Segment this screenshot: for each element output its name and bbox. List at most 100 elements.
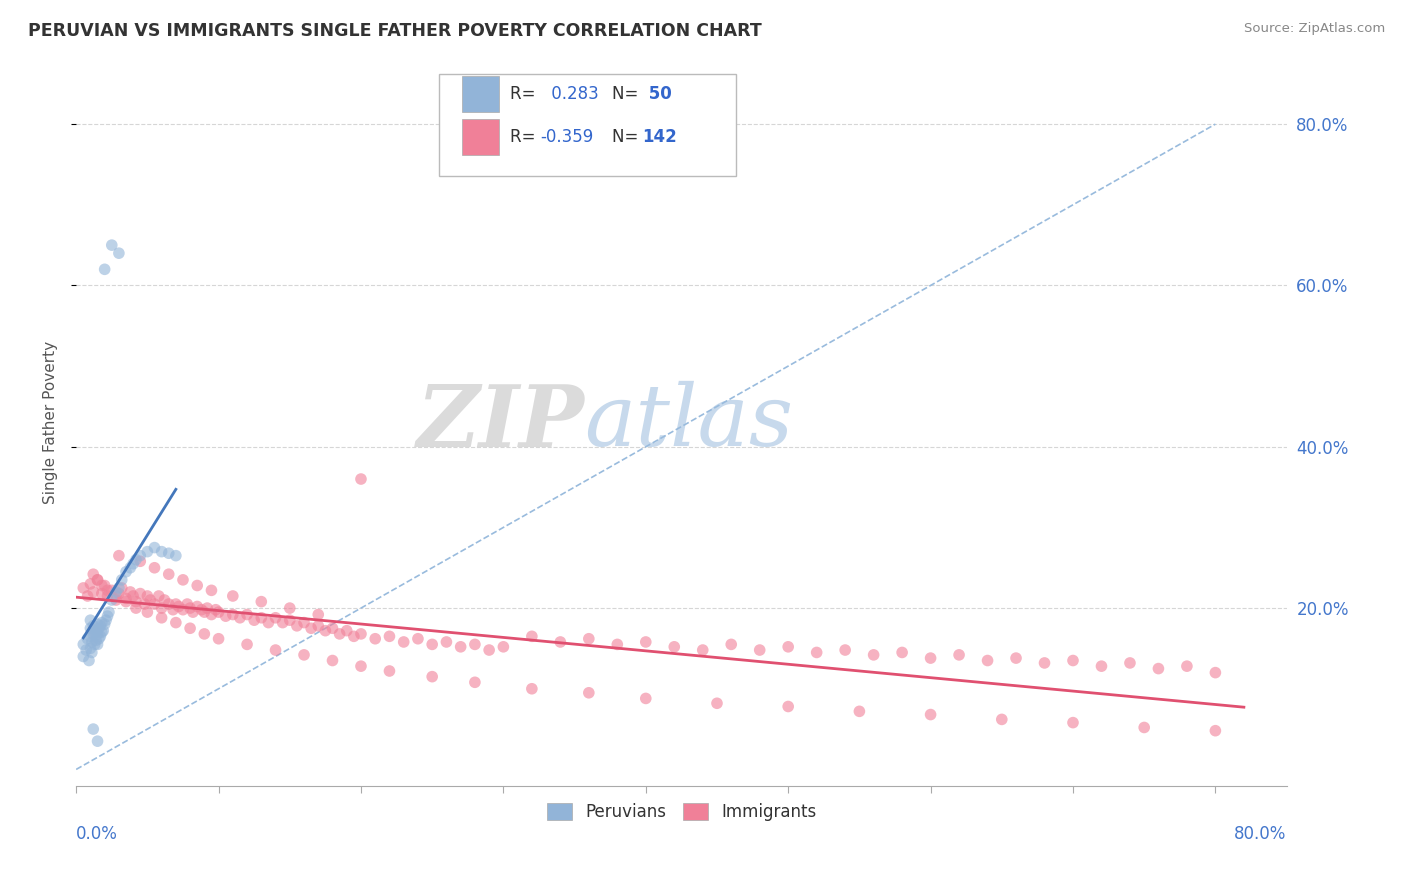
Point bbox=[96, 589, 118, 603]
Point bbox=[143, 561, 166, 575]
Point bbox=[80, 635, 103, 649]
Point bbox=[150, 544, 173, 558]
Point bbox=[848, 704, 870, 718]
Point bbox=[143, 597, 166, 611]
Point bbox=[122, 557, 145, 571]
Point bbox=[122, 589, 145, 603]
Point bbox=[278, 613, 301, 627]
Point bbox=[1119, 656, 1142, 670]
Point bbox=[1147, 662, 1170, 676]
Point bbox=[162, 603, 184, 617]
Point bbox=[115, 594, 138, 608]
Point bbox=[314, 624, 336, 638]
Point bbox=[1005, 651, 1028, 665]
Point bbox=[392, 635, 415, 649]
Text: PERUVIAN VS IMMIGRANTS SINGLE FATHER POVERTY CORRELATION CHART: PERUVIAN VS IMMIGRANTS SINGLE FATHER POV… bbox=[28, 22, 762, 40]
Point bbox=[186, 578, 208, 592]
Point bbox=[179, 601, 201, 615]
Point bbox=[991, 713, 1014, 727]
Point bbox=[115, 565, 138, 579]
Point bbox=[720, 637, 742, 651]
Point bbox=[207, 632, 229, 646]
Point bbox=[222, 589, 245, 603]
Text: N=: N= bbox=[613, 128, 644, 146]
Point bbox=[87, 621, 110, 635]
Point bbox=[464, 675, 486, 690]
Point bbox=[105, 593, 128, 607]
Point bbox=[193, 605, 215, 619]
Point bbox=[86, 627, 108, 641]
Point bbox=[129, 586, 152, 600]
Legend: Peruvians, Immigrants: Peruvians, Immigrants bbox=[540, 797, 823, 828]
Point bbox=[193, 627, 215, 641]
Point bbox=[378, 664, 401, 678]
Point bbox=[778, 699, 800, 714]
Point bbox=[105, 589, 128, 603]
Point bbox=[83, 637, 105, 651]
Point bbox=[706, 696, 728, 710]
Point bbox=[79, 629, 101, 643]
Text: -0.359: -0.359 bbox=[540, 128, 593, 146]
Point bbox=[520, 681, 543, 696]
Point bbox=[806, 645, 828, 659]
Point bbox=[1175, 659, 1198, 673]
Point bbox=[83, 625, 105, 640]
Point bbox=[82, 722, 104, 736]
Point bbox=[136, 589, 159, 603]
Text: 0.283: 0.283 bbox=[546, 85, 599, 103]
Point bbox=[96, 583, 118, 598]
Point bbox=[157, 546, 180, 560]
Point bbox=[862, 648, 884, 662]
Point bbox=[80, 645, 103, 659]
Point bbox=[350, 472, 373, 486]
Point bbox=[257, 615, 280, 630]
Point bbox=[343, 629, 366, 643]
Point bbox=[176, 597, 198, 611]
Point bbox=[93, 578, 115, 592]
Point bbox=[134, 597, 156, 611]
Point bbox=[108, 246, 131, 260]
Point bbox=[172, 603, 194, 617]
Text: Source: ZipAtlas.com: Source: ZipAtlas.com bbox=[1244, 22, 1385, 36]
Point bbox=[634, 691, 657, 706]
Point bbox=[299, 621, 322, 635]
Point bbox=[243, 613, 266, 627]
Point bbox=[406, 632, 429, 646]
Point bbox=[172, 573, 194, 587]
Point bbox=[492, 640, 515, 654]
Point bbox=[207, 605, 229, 619]
Point bbox=[329, 627, 352, 641]
Point bbox=[79, 577, 101, 591]
Point bbox=[125, 601, 148, 615]
Point bbox=[891, 645, 914, 659]
Point bbox=[100, 593, 122, 607]
Point bbox=[120, 561, 142, 575]
Point bbox=[692, 643, 714, 657]
Point bbox=[307, 607, 329, 622]
Point bbox=[1204, 723, 1226, 738]
Point bbox=[478, 643, 501, 657]
Point bbox=[167, 599, 190, 614]
FancyBboxPatch shape bbox=[463, 76, 499, 112]
Point bbox=[292, 615, 315, 630]
Point bbox=[89, 619, 111, 633]
Point bbox=[129, 549, 152, 563]
Point bbox=[307, 619, 329, 633]
Point bbox=[364, 632, 387, 646]
Point bbox=[90, 625, 112, 640]
Point bbox=[97, 605, 120, 619]
Point bbox=[948, 648, 970, 662]
Point bbox=[920, 651, 942, 665]
Point bbox=[84, 633, 107, 648]
Point bbox=[82, 627, 104, 641]
Point bbox=[77, 653, 100, 667]
Point bbox=[86, 637, 108, 651]
Point bbox=[79, 613, 101, 627]
Point bbox=[179, 621, 201, 635]
Point bbox=[664, 640, 686, 654]
Point bbox=[250, 594, 273, 608]
Point bbox=[111, 573, 134, 587]
Point bbox=[86, 573, 108, 587]
Point bbox=[190, 603, 212, 617]
Text: N=: N= bbox=[613, 85, 644, 103]
